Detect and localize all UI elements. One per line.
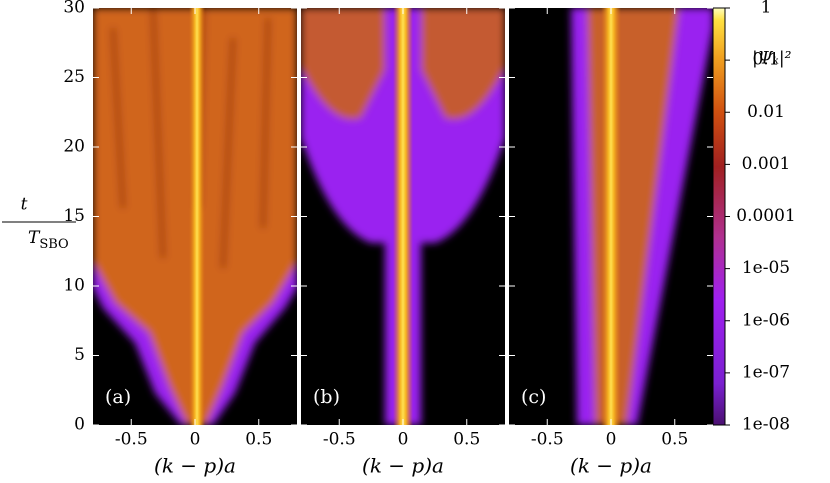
y-label-denominator: TSBO <box>28 228 69 252</box>
x-tick-label: 0 <box>398 430 409 450</box>
y-tick-label: 20 <box>63 137 85 157</box>
y-tick-label: 25 <box>63 67 85 87</box>
y-tick-label: 0 <box>74 415 85 435</box>
colorbar-tick-label: 1e-05 <box>742 258 790 278</box>
y-label-numerator: t <box>21 195 28 215</box>
colorbar-tick-label: 0.0001 <box>736 206 795 226</box>
y-tick-label: 15 <box>63 206 85 226</box>
heatmap-c <box>509 8 713 425</box>
x-tick-label: -0.5 <box>323 430 356 450</box>
panel-label: (a) <box>105 386 131 408</box>
x-tick-label: 0.5 <box>453 430 480 450</box>
x-tick-label: 0 <box>190 430 201 450</box>
y-label-denominator-main: T <box>28 228 41 248</box>
x-tick-label: 0 <box>606 430 617 450</box>
x-axis-label: (k − p)a <box>570 454 652 478</box>
colorbar-tick-label: 1e-06 <box>742 310 790 330</box>
x-tick-label: 0.5 <box>661 430 688 450</box>
colorbar-tick-label: 0.01 <box>747 102 785 122</box>
colorbar-label: |Ψₖ|² <box>752 49 792 69</box>
y-tick-label: 30 <box>63 0 85 18</box>
colorbar-tick-label: 1e-08 <box>742 415 790 435</box>
x-axis-label: (k − p)a <box>362 454 444 478</box>
x-axis-label: (k − p)a <box>154 454 236 478</box>
y-label-subscript: SBO <box>39 237 68 252</box>
x-tick-label: -0.5 <box>115 430 148 450</box>
colorbar-tick-label: 0.001 <box>742 154 791 174</box>
y-tick-label: 10 <box>63 276 85 296</box>
heatmap-a <box>93 8 297 425</box>
panel-label: (c) <box>521 386 546 408</box>
colorbar <box>712 7 726 426</box>
colorbar-tick-label: 1 <box>761 0 772 18</box>
colorbar-tick-label: 1e-07 <box>742 362 790 382</box>
x-tick-label: 0.5 <box>245 430 272 450</box>
colorbar-tick-label: 0.1 <box>752 50 779 70</box>
x-tick-label: -0.5 <box>531 430 564 450</box>
panel-label: (b) <box>313 386 340 408</box>
y-tick-label: 5 <box>74 345 85 365</box>
heatmap-b <box>301 8 505 425</box>
